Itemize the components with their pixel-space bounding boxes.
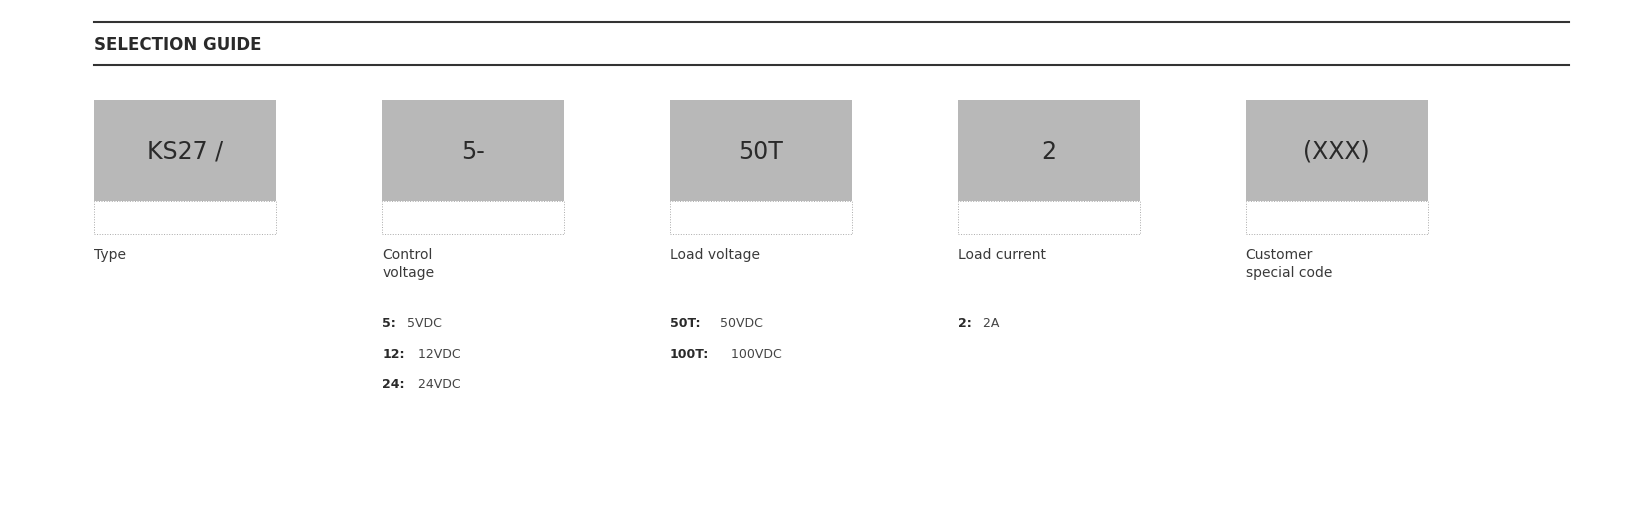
Text: 50T: 50T [738, 139, 784, 164]
Text: Customer
special code: Customer special code [1246, 247, 1332, 280]
Text: 12VDC: 12VDC [413, 347, 460, 360]
Text: 100VDC: 100VDC [722, 347, 782, 360]
Text: 5:: 5: [382, 317, 395, 330]
FancyBboxPatch shape [958, 101, 1140, 202]
Text: 12:: 12: [382, 347, 405, 360]
Text: (XXX): (XXX) [1304, 139, 1369, 164]
Text: 2:: 2: [958, 317, 971, 330]
FancyBboxPatch shape [94, 101, 276, 202]
FancyBboxPatch shape [670, 101, 852, 202]
FancyBboxPatch shape [1246, 101, 1428, 202]
Text: Load current: Load current [958, 247, 1046, 262]
FancyBboxPatch shape [382, 101, 564, 202]
Text: SELECTION GUIDE: SELECTION GUIDE [94, 35, 262, 54]
Text: 24VDC: 24VDC [413, 377, 460, 390]
Text: 2: 2 [1041, 139, 1057, 164]
Text: 5-: 5- [462, 139, 485, 164]
Text: 50T:: 50T: [670, 317, 701, 330]
Text: 24:: 24: [382, 377, 405, 390]
Text: Control
voltage: Control voltage [382, 247, 434, 280]
Text: Type: Type [94, 247, 127, 262]
Text: 50VDC: 50VDC [712, 317, 763, 330]
Text: 100T:: 100T: [670, 347, 709, 360]
Text: 5VDC: 5VDC [403, 317, 442, 330]
Text: KS27 /: KS27 / [148, 139, 223, 164]
Text: 2A: 2A [979, 317, 1000, 330]
Text: Load voltage: Load voltage [670, 247, 759, 262]
